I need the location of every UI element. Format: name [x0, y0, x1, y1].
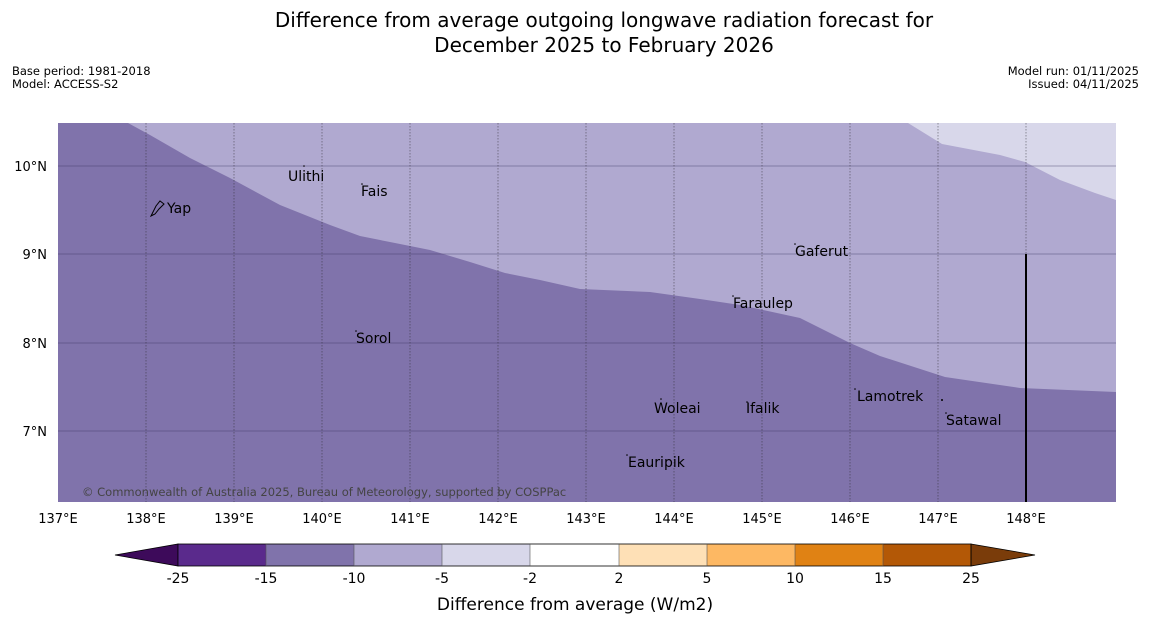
lon-tick: 146°E — [830, 512, 870, 527]
colorbar-tick: -5 — [435, 571, 449, 587]
place-yap: Yap — [166, 201, 191, 217]
lon-tick: 140°E — [302, 512, 342, 527]
place-eauripik: Eauripik — [628, 455, 686, 471]
colorbar-swatch — [619, 544, 707, 566]
lat-tick: 10°N — [14, 160, 47, 175]
colorbar-swatch — [442, 544, 530, 566]
model-run: Model run: 01/11/2025 — [1007, 64, 1139, 78]
base-period: Base period: 1981-2018 — [12, 64, 151, 78]
lon-tick: 148°E — [1006, 512, 1046, 527]
lon-tick: 147°E — [918, 512, 958, 527]
lon-tick: 141°E — [390, 512, 430, 527]
colorbar-tick: -25 — [167, 571, 190, 587]
title-line-1: Difference from average outgoing longwav… — [274, 8, 934, 32]
meta-right: Model run: 01/11/2025 Issued: 04/11/2025 — [1008, 65, 1139, 91]
band-minus5-minus2 — [908, 123, 1116, 200]
colorbar-swatch — [178, 544, 266, 566]
band-minus10-minus5 — [128, 123, 1116, 392]
lat-tick: 9°N — [23, 248, 48, 263]
place-faraulep: Faraulep — [733, 296, 793, 312]
colorbar-swatch — [354, 544, 442, 566]
lat-tick: 8°N — [23, 337, 48, 352]
lon-tick: 137°E — [38, 512, 78, 527]
place-labels: Yap Ulithi Fais Gaferut Faraulep Sorol W… — [166, 169, 1001, 471]
colorbar-label: Difference from average (W/m2) — [437, 595, 713, 615]
colorbar-swatch — [883, 544, 971, 566]
meta-left: Base period: 1981-2018 Model: ACCESS-S2 — [12, 65, 151, 91]
lon-tick: 145°E — [742, 512, 782, 527]
colorbar-tick: 15 — [874, 571, 892, 587]
colorbar-over-arrow — [970, 543, 1036, 567]
longitude-axis: 137°E 138°E 139°E 140°E 141°E 142°E 143°… — [38, 512, 1046, 527]
place-satawal: Satawal — [946, 413, 1001, 429]
copyright-notice: © Commonwealth of Australia 2025, Bureau… — [82, 485, 566, 499]
colorbar-tick: 2 — [615, 571, 624, 587]
place-lamotrek: Lamotrek — [857, 389, 924, 405]
lon-tick: 138°E — [126, 512, 166, 527]
colorbar-under-arrow — [114, 543, 179, 567]
title-line-2: December 2025 to February 2026 — [434, 33, 774, 57]
place-gaferut: Gaferut — [795, 244, 849, 260]
map-title: Difference from average outgoing longwav… — [0, 8, 1150, 58]
place-ifalik: Ifalik — [746, 401, 780, 417]
colorbar: -25 -15 -10 -5 -2 2 5 10 15 25 Differenc… — [114, 543, 1036, 615]
issued-date: Issued: 04/11/2025 — [1028, 77, 1139, 91]
colorbar-swatch — [266, 544, 354, 566]
map-panel: Yap Ulithi Fais Gaferut Faraulep Sorol W… — [58, 123, 1116, 502]
yap-island-shape — [149, 200, 165, 218]
colorbar-tick: -15 — [255, 571, 278, 587]
latitude-lines — [58, 165, 1116, 432]
lon-tick: 139°E — [214, 512, 254, 527]
colorbar-ticks: -25 -15 -10 -5 -2 2 5 10 15 25 — [167, 571, 980, 587]
colorbar-outline — [177, 543, 972, 567]
island-markers — [149, 165, 947, 456]
lon-tick: 142°E — [478, 512, 518, 527]
colorbar-swatch — [707, 544, 795, 566]
colorbar-swatch — [530, 544, 619, 566]
colorbar-tick: 10 — [786, 571, 804, 587]
colorbar-tick: -2 — [523, 571, 537, 587]
place-sorol: Sorol — [356, 331, 391, 347]
place-ulithi: Ulithi — [288, 169, 324, 185]
place-fais: Fais — [361, 184, 388, 200]
colorbar-tick: 5 — [703, 571, 712, 587]
lon-tick: 143°E — [566, 512, 606, 527]
colorbar-tick: 25 — [962, 571, 980, 587]
model-name: Model: ACCESS-S2 — [12, 77, 119, 91]
lon-tick: 144°E — [654, 512, 694, 527]
place-woleai: Woleai — [654, 401, 701, 417]
latitude-axis: 10°N 9°N 8°N 7°N — [14, 160, 47, 440]
lat-tick: 7°N — [23, 425, 48, 440]
colorbar-swatch — [795, 544, 883, 566]
colorbar-tick: -10 — [343, 571, 366, 587]
